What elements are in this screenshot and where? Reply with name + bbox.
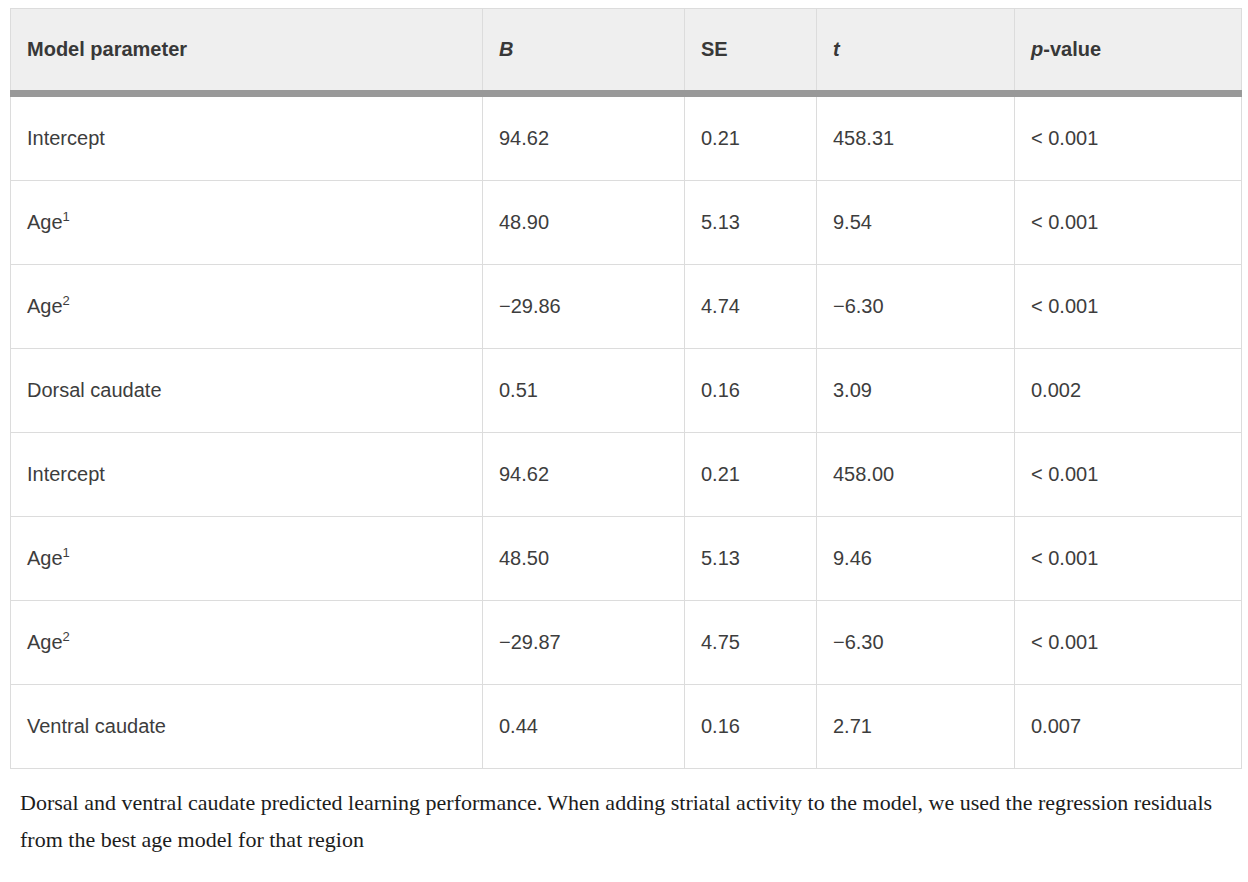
param-label: Intercept: [27, 463, 105, 485]
p-cell: 0.007: [1015, 685, 1242, 769]
param-label: Age: [27, 631, 63, 653]
column-header-p-value: p-value: [1015, 9, 1242, 94]
column-header-model-parameter: Model parameter: [11, 9, 483, 94]
se-cell: 0.16: [685, 685, 817, 769]
table-row: Ventral caudate 0.44 0.16 2.71 0.007: [11, 685, 1242, 769]
t-cell: 3.09: [817, 349, 1015, 433]
column-header-se: SE: [685, 9, 817, 94]
header-label: -value: [1043, 38, 1101, 60]
table-row: Intercept 94.62 0.21 458.00 < 0.001: [11, 433, 1242, 517]
t-cell: 9.46: [817, 517, 1015, 601]
se-cell: 0.21: [685, 433, 817, 517]
param-cell: Ventral caudate: [11, 685, 483, 769]
header-label: Model parameter: [27, 38, 187, 60]
page: Model parameter B SE t p-value Intercept…: [0, 0, 1248, 882]
superscript: 1: [63, 209, 70, 224]
table-body: Intercept 94.62 0.21 458.31 < 0.001 Age1…: [11, 94, 1242, 769]
p-cell: < 0.001: [1015, 601, 1242, 685]
param-label: Ventral caudate: [27, 715, 166, 737]
table-row: Dorsal caudate 0.51 0.16 3.09 0.002: [11, 349, 1242, 433]
se-cell: 5.13: [685, 181, 817, 265]
p-cell: < 0.001: [1015, 181, 1242, 265]
param-cell: Dorsal caudate: [11, 349, 483, 433]
se-cell: 5.13: [685, 517, 817, 601]
b-cell: 0.51: [483, 349, 685, 433]
param-label: Dorsal caudate: [27, 379, 162, 401]
table-row: Age1 48.50 5.13 9.46 < 0.001: [11, 517, 1242, 601]
header-label-italic: p: [1031, 38, 1043, 60]
b-cell: 0.44: [483, 685, 685, 769]
b-cell: −29.86: [483, 265, 685, 349]
table-caption: Dorsal and ventral caudate predicted lea…: [20, 785, 1220, 859]
b-cell: 94.62: [483, 94, 685, 181]
param-cell: Age1: [11, 181, 483, 265]
t-cell: 458.00: [817, 433, 1015, 517]
t-cell: −6.30: [817, 601, 1015, 685]
b-cell: 94.62: [483, 433, 685, 517]
se-cell: 0.16: [685, 349, 817, 433]
column-header-b: B: [483, 9, 685, 94]
se-cell: 0.21: [685, 94, 817, 181]
table-row: Age2 −29.87 4.75 −6.30 < 0.001: [11, 601, 1242, 685]
superscript: 2: [63, 629, 70, 644]
t-cell: −6.30: [817, 265, 1015, 349]
table-row: Age2 −29.86 4.74 −6.30 < 0.001: [11, 265, 1242, 349]
se-cell: 4.75: [685, 601, 817, 685]
t-cell: 9.54: [817, 181, 1015, 265]
table-row: Age1 48.90 5.13 9.54 < 0.001: [11, 181, 1242, 265]
param-cell: Age2: [11, 265, 483, 349]
superscript: 2: [63, 293, 70, 308]
header-label: B: [499, 38, 513, 60]
column-header-t: t: [817, 9, 1015, 94]
param-cell: Intercept: [11, 433, 483, 517]
b-cell: −29.87: [483, 601, 685, 685]
regression-results-table: Model parameter B SE t p-value Intercept…: [10, 8, 1242, 769]
header-row: Model parameter B SE t p-value: [11, 9, 1242, 94]
p-cell: < 0.001: [1015, 94, 1242, 181]
t-cell: 458.31: [817, 94, 1015, 181]
param-cell: Intercept: [11, 94, 483, 181]
param-label: Intercept: [27, 127, 105, 149]
p-cell: 0.002: [1015, 349, 1242, 433]
p-cell: < 0.001: [1015, 433, 1242, 517]
param-cell: Age1: [11, 517, 483, 601]
table-row: Intercept 94.62 0.21 458.31 < 0.001: [11, 94, 1242, 181]
param-cell: Age2: [11, 601, 483, 685]
p-cell: < 0.001: [1015, 265, 1242, 349]
param-label: Age: [27, 547, 63, 569]
se-cell: 4.74: [685, 265, 817, 349]
header-label: t: [833, 38, 840, 60]
p-cell: < 0.001: [1015, 517, 1242, 601]
b-cell: 48.50: [483, 517, 685, 601]
param-label: Age: [27, 295, 63, 317]
table-header: Model parameter B SE t p-value: [11, 9, 1242, 94]
superscript: 1: [63, 545, 70, 560]
header-label: SE: [701, 38, 728, 60]
t-cell: 2.71: [817, 685, 1015, 769]
param-label: Age: [27, 211, 63, 233]
b-cell: 48.90: [483, 181, 685, 265]
